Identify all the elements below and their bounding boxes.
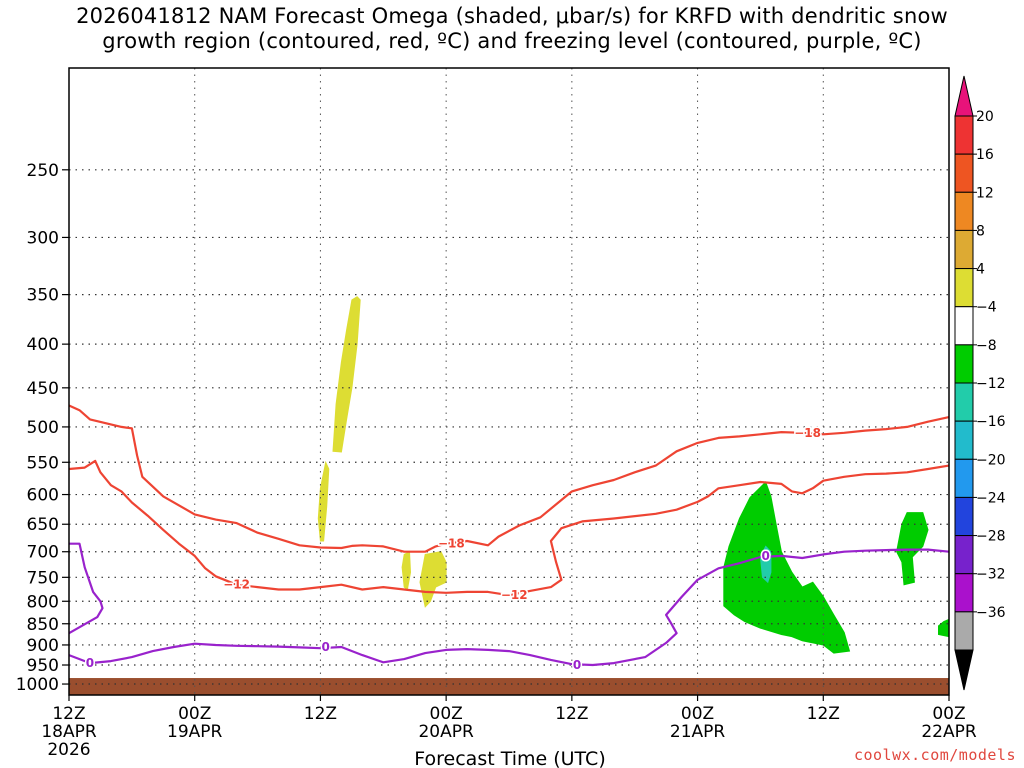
y-tick-label-450: 450 xyxy=(27,379,59,399)
y-axis: 2503003504004505005506006507007508008509… xyxy=(16,161,69,695)
dgz-cold-minus18 xyxy=(68,404,950,553)
y-tick-label-650: 650 xyxy=(27,515,59,535)
colorbar-label-9: −20 xyxy=(976,452,1006,468)
colorbar-swatch-13 xyxy=(954,611,974,651)
freezing-upper-0 xyxy=(68,542,104,635)
y-tick-label-1000: 1000 xyxy=(16,675,59,695)
colorbar-label-11: −28 xyxy=(976,529,1006,545)
colorbar-label-1: 16 xyxy=(976,147,994,163)
colorbar-label-8: −16 xyxy=(976,414,1006,430)
colorbar-swatch-8 xyxy=(954,420,974,460)
colorbar-label-2: 12 xyxy=(976,185,994,201)
y-tick-label-850: 850 xyxy=(27,615,59,635)
x-axis-label: Forecast Time (UTC) xyxy=(414,748,605,768)
y-tick-label-950: 950 xyxy=(27,656,59,676)
sink-blob-a xyxy=(401,550,412,591)
x-tick-label-48-1: 12Z xyxy=(555,704,588,724)
colorbar-swatch-10 xyxy=(954,496,974,537)
y-tick-label-300: 300 xyxy=(27,228,59,248)
sink-plume-lower xyxy=(317,460,330,542)
dgz-warm-minus12-label-0: −12 xyxy=(223,578,250,592)
colorbar-swatch-7 xyxy=(954,382,974,422)
freezing-lower-0-label-1: 0 xyxy=(321,640,329,654)
colorbar-label-13: −36 xyxy=(976,605,1006,621)
sink-blob-b xyxy=(419,551,447,608)
x-tick-label-0-1: 12Z xyxy=(52,704,85,724)
colorbar-top-arrow xyxy=(954,75,974,117)
y-tick-label-250: 250 xyxy=(27,161,59,181)
y-tick-label-400: 400 xyxy=(27,335,59,355)
x-tick-label-0-3: 2026 xyxy=(47,740,90,760)
colorbar-bottom-arrow xyxy=(954,649,974,691)
freezing-lower-0-label-3: 0 xyxy=(761,549,769,563)
y-tick-label-350: 350 xyxy=(27,286,59,306)
sink-plume-upper xyxy=(332,296,361,453)
y-tick-label-900: 900 xyxy=(27,636,59,656)
chart-title: 2026041812 NAM Forecast Omega (shaded, μ… xyxy=(0,4,1024,54)
colorbar-swatch-6 xyxy=(954,344,974,384)
colorbar-label-3: 8 xyxy=(976,223,985,239)
y-tick-label-750: 750 xyxy=(27,568,59,588)
x-tick-label-24-1: 12Z xyxy=(304,704,337,724)
x-tick-label-60-2: 21APR xyxy=(670,722,726,742)
y-tick-label-700: 700 xyxy=(27,543,59,563)
chart-title-line2: growth region (contoured, red, ºC) and f… xyxy=(102,29,922,53)
dgz-warm-minus12-label-1: −12 xyxy=(501,588,528,602)
x-tick-label-36-1: 00Z xyxy=(430,704,463,724)
credit-link[interactable]: coolwx.com/models xyxy=(853,746,1016,764)
colorbar: 20 16 12 8 4 −4 −8 −12 −16 −20 −24 −28 −32 −36 xyxy=(954,75,1006,691)
x-tick-label-84-1: 00Z xyxy=(932,704,965,724)
x-tick-label-0-2: 18APR xyxy=(41,722,97,742)
colorbar-swatch-12 xyxy=(954,573,974,613)
y-tick-label-550: 550 xyxy=(27,453,59,473)
freezing-lower-0 xyxy=(68,548,950,667)
x-tick-label-12-1: 00Z xyxy=(178,704,211,724)
colorbar-label-0: 20 xyxy=(976,109,994,125)
x-tick-label-72-1: 12Z xyxy=(807,704,840,724)
rise-cell-main xyxy=(723,481,851,654)
x-tick-label-84-2: 22APR xyxy=(921,722,977,742)
dgz-cold-minus18-label-1: −18 xyxy=(794,426,821,440)
colorbar-swatch-4 xyxy=(954,268,974,308)
y-tick-label-800: 800 xyxy=(27,592,59,612)
colorbar-label-12: −32 xyxy=(976,567,1006,583)
plot-border xyxy=(68,67,950,696)
x-tick-label-60-1: 00Z xyxy=(681,704,714,724)
colorbar-swatch-9 xyxy=(954,458,974,498)
y-tick-label-500: 500 xyxy=(27,418,59,438)
ground-layer xyxy=(69,678,949,695)
colorbar-label-4: 4 xyxy=(976,262,985,278)
x-tick-label-36-2: 20APR xyxy=(418,722,474,742)
y-tick-label-600: 600 xyxy=(27,486,59,506)
surface-ground xyxy=(69,678,949,695)
colorbar-swatch-0 xyxy=(954,115,974,155)
colorbar-swatch-2 xyxy=(954,191,974,231)
colorbar-label-7: −12 xyxy=(976,376,1006,392)
colorbar-swatch-11 xyxy=(954,535,974,575)
freezing-lower-0-label-2: 0 xyxy=(573,658,581,672)
colorbar-label-10: −24 xyxy=(976,490,1006,506)
colorbar-swatch-3 xyxy=(954,229,974,270)
colorbar-label-5: −4 xyxy=(976,300,997,316)
colorbar-swatch-1 xyxy=(954,153,974,193)
rise-cell-edge xyxy=(938,618,950,638)
dgz-warm-minus12 xyxy=(68,459,950,597)
chart-title-line1: 2026041812 NAM Forecast Omega (shaded, μ… xyxy=(76,4,948,28)
colorbar-label-6: −8 xyxy=(976,338,997,354)
x-tick-label-12-2: 19APR xyxy=(167,722,223,742)
freezing-lower-0-label-0: 0 xyxy=(86,656,94,670)
colorbar-swatch-5 xyxy=(954,306,974,346)
plot-frame xyxy=(68,67,950,696)
dgz-cold-minus18-label-0: −18 xyxy=(438,537,465,551)
